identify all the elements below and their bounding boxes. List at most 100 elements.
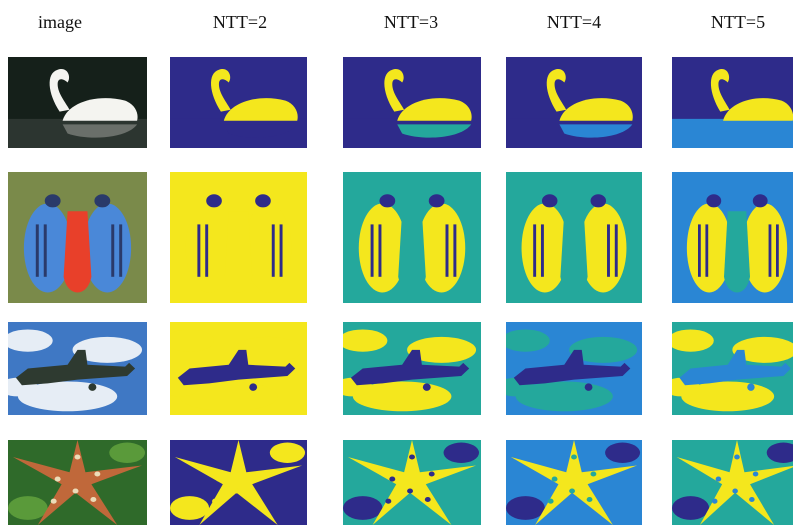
- eye: [206, 194, 222, 207]
- eye: [94, 194, 110, 207]
- dot: [587, 497, 593, 502]
- dot: [94, 471, 100, 476]
- dot: [75, 454, 81, 459]
- dot: [552, 477, 558, 482]
- nose: [64, 211, 92, 292]
- dot: [251, 497, 257, 502]
- dot: [734, 454, 740, 459]
- cloud: [667, 329, 713, 351]
- wheel: [249, 383, 257, 390]
- stripe: [36, 224, 39, 276]
- eye: [255, 194, 271, 207]
- wheel: [423, 383, 431, 390]
- stripe: [705, 224, 708, 276]
- patch: [605, 443, 640, 463]
- stripe: [111, 224, 114, 276]
- image-cell: [343, 172, 481, 303]
- figure: image NTT=2 NTT=3 NTT=4 NTT=5: [0, 0, 793, 525]
- dot: [90, 497, 96, 502]
- page: image NTT=2 NTT=3 NTT=4 NTT=5 (() => { c…: [0, 0, 793, 525]
- dot: [569, 488, 575, 493]
- column-header: NTT=5: [711, 12, 765, 32]
- cloud: [338, 329, 387, 351]
- dot: [749, 497, 755, 502]
- image-cell: [8, 172, 147, 303]
- stripe: [205, 224, 208, 276]
- stripe: [698, 224, 701, 276]
- stripe: [453, 224, 456, 276]
- dot: [389, 477, 395, 482]
- image-cell: [506, 440, 642, 525]
- wheel: [585, 383, 593, 390]
- dot: [51, 499, 57, 504]
- dot: [548, 499, 554, 504]
- image-cell: [160, 322, 307, 415]
- nose: [560, 211, 587, 292]
- dot: [712, 499, 718, 504]
- stripe: [197, 224, 200, 276]
- cloud: [3, 329, 53, 351]
- dot: [591, 471, 597, 476]
- dot: [409, 454, 415, 459]
- stripe: [272, 224, 275, 276]
- dot: [385, 499, 391, 504]
- column-header: image: [38, 12, 82, 32]
- stripe: [280, 224, 283, 276]
- image-cell: [0, 322, 147, 415]
- eye: [706, 194, 721, 207]
- patch: [672, 496, 709, 520]
- stripe: [607, 224, 610, 276]
- image-cell: [672, 440, 793, 525]
- eye: [45, 194, 61, 207]
- nose: [225, 211, 252, 292]
- image-cell: [663, 322, 793, 415]
- image-cell: [672, 172, 793, 303]
- patch: [270, 443, 305, 463]
- image-cell: [506, 172, 642, 303]
- dot: [425, 497, 431, 502]
- image-cell: [8, 440, 147, 525]
- stripe: [378, 224, 381, 276]
- patch: [170, 496, 209, 520]
- eye: [379, 194, 395, 207]
- wheel: [747, 383, 754, 390]
- patch: [506, 496, 545, 520]
- image-cell: [672, 57, 793, 148]
- dot: [407, 488, 413, 493]
- dot: [212, 499, 218, 504]
- image-cell: [333, 322, 481, 415]
- eye: [591, 194, 607, 207]
- column-header: NTT=3: [384, 12, 438, 32]
- dot: [73, 488, 79, 493]
- eye: [542, 194, 558, 207]
- eye: [429, 194, 445, 207]
- stripe: [776, 224, 779, 276]
- eye: [753, 194, 768, 207]
- stripe: [44, 224, 47, 276]
- nose: [724, 211, 750, 292]
- image-cell: [496, 322, 642, 415]
- nose: [398, 211, 426, 292]
- image-cell: [170, 172, 307, 303]
- dot: [571, 454, 577, 459]
- stripe: [371, 224, 374, 276]
- stripe: [615, 224, 618, 276]
- stripe: [533, 224, 536, 276]
- patch: [109, 443, 145, 463]
- dot: [255, 471, 261, 476]
- column-header: NTT=2: [213, 12, 267, 32]
- image-cell: [8, 57, 147, 148]
- image-cell: [170, 440, 307, 525]
- image-cell: [343, 440, 481, 525]
- stripe: [769, 224, 772, 276]
- image-cell: [170, 57, 307, 148]
- stripe: [119, 224, 122, 276]
- dot: [55, 477, 61, 482]
- dot: [716, 477, 722, 482]
- patch: [444, 443, 479, 463]
- dot: [429, 471, 435, 476]
- patch: [343, 496, 382, 520]
- wheel: [88, 383, 96, 390]
- image-cell: [343, 57, 481, 148]
- dot: [236, 454, 242, 459]
